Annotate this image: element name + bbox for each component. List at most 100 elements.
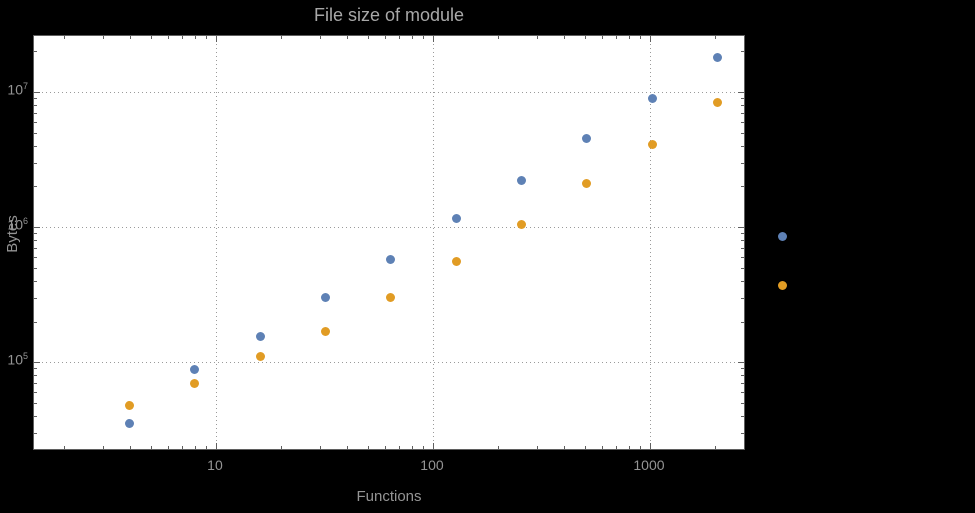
x-tick-mark xyxy=(649,443,651,449)
y-tick-mark xyxy=(741,248,744,250)
y-tick-mark xyxy=(34,402,37,404)
y-tick-mark xyxy=(741,51,744,53)
y-gridline xyxy=(34,227,746,229)
x-tick-mark xyxy=(215,443,217,449)
x-tick-mark xyxy=(150,446,152,449)
data-point-blue xyxy=(386,254,396,264)
y-tick-mark xyxy=(741,233,744,235)
x-tick-mark xyxy=(129,36,131,39)
x-tick-mark xyxy=(715,36,717,39)
data-point-blue xyxy=(451,214,461,224)
y-tick-mark xyxy=(34,383,37,385)
x-tick-mark xyxy=(563,36,565,39)
y-tick-mark xyxy=(34,145,37,147)
y-tick-mark xyxy=(34,233,37,235)
y-tick-mark xyxy=(741,186,744,188)
data-point-orange xyxy=(713,98,723,108)
y-tick-mark xyxy=(741,122,744,123)
data-point-blue xyxy=(190,365,200,375)
y-tick-mark xyxy=(741,132,744,134)
y-tick-mark xyxy=(741,98,744,100)
y-tick-mark xyxy=(741,105,744,107)
data-point-orange xyxy=(582,179,592,189)
x-tick-mark xyxy=(640,36,642,39)
y-tick-mark xyxy=(34,248,37,250)
y-tick-exponent: 5 xyxy=(22,351,28,362)
y-tick-mark xyxy=(34,112,37,114)
y-tick-mark xyxy=(741,432,744,434)
x-tick-mark xyxy=(628,36,630,39)
chart-title: File size of module xyxy=(313,5,465,25)
x-tick-mark xyxy=(616,446,618,449)
y-tick-label: 105 xyxy=(7,351,28,368)
x-tick-mark xyxy=(194,446,196,449)
data-point-blue xyxy=(255,331,265,341)
x-tick-mark xyxy=(102,446,104,449)
y-tick-mark xyxy=(34,122,37,123)
y-tick-mark xyxy=(741,297,744,299)
x-tick-mark xyxy=(649,36,651,42)
x-tick-mark xyxy=(384,446,386,449)
y-tick-mark xyxy=(741,280,744,282)
x-tick-label: 10 xyxy=(207,457,223,473)
y-gridline xyxy=(34,92,746,94)
x-tick-mark xyxy=(102,36,104,39)
y-tick-mark xyxy=(34,321,37,323)
x-tick-mark xyxy=(206,36,208,39)
x-tick-mark xyxy=(346,36,348,39)
x-tick-mark xyxy=(367,446,369,449)
data-point-blue xyxy=(713,53,723,63)
y-tick-mark xyxy=(34,105,37,107)
y-tick-exponent: 7 xyxy=(22,81,28,92)
y-tick-mark xyxy=(34,92,40,94)
y-tick-mark xyxy=(741,257,744,259)
x-tick-mark xyxy=(319,446,321,449)
data-point-orange xyxy=(451,256,461,266)
y-tick-mark xyxy=(738,92,744,94)
x-tick-mark xyxy=(194,36,196,39)
y-tick-mark xyxy=(741,392,744,394)
data-point-orange xyxy=(647,139,657,149)
x-tick-mark xyxy=(129,446,131,449)
x-gridline xyxy=(649,36,651,451)
y-tick-mark xyxy=(741,162,744,164)
y-tick-mark xyxy=(34,98,37,100)
x-tick-mark xyxy=(281,446,283,449)
x-axis-label: Functions xyxy=(356,488,422,505)
x-tick-mark xyxy=(432,443,434,449)
x-tick-mark xyxy=(167,446,169,449)
data-point-orange xyxy=(255,352,265,362)
y-tick-mark xyxy=(34,415,37,417)
x-tick-mark xyxy=(150,36,152,39)
y-tick-mark xyxy=(34,392,37,394)
data-point-blue xyxy=(125,419,135,429)
y-tick-mark xyxy=(741,368,744,370)
x-tick-mark xyxy=(640,446,642,449)
y-tick-mark xyxy=(741,402,744,404)
y-tick-mark xyxy=(34,51,37,53)
data-point-orange xyxy=(125,400,135,410)
x-tick-mark xyxy=(584,446,586,449)
y-tick-mark xyxy=(741,375,744,377)
x-tick-mark xyxy=(498,36,500,39)
y-tick-mark xyxy=(34,297,37,299)
data-point-blue xyxy=(582,134,592,144)
y-tick-mark xyxy=(741,145,744,147)
x-tick-mark xyxy=(432,36,434,42)
x-tick-mark xyxy=(411,36,413,39)
y-tick-mark xyxy=(738,362,744,364)
y-tick-mark xyxy=(34,240,37,242)
x-tick-mark xyxy=(367,36,369,39)
y-tick-mark xyxy=(741,240,744,242)
y-tick-mark xyxy=(34,375,37,377)
x-tick-mark xyxy=(206,446,208,449)
x-tick-mark xyxy=(346,446,348,449)
y-tick-mark xyxy=(738,227,744,229)
y-tick-mark xyxy=(34,267,37,269)
x-tick-mark xyxy=(64,446,66,449)
x-gridline xyxy=(432,36,434,451)
x-tick-label: 100 xyxy=(420,457,444,473)
y-gridline xyxy=(34,362,746,364)
y-tick-mark xyxy=(34,132,37,134)
